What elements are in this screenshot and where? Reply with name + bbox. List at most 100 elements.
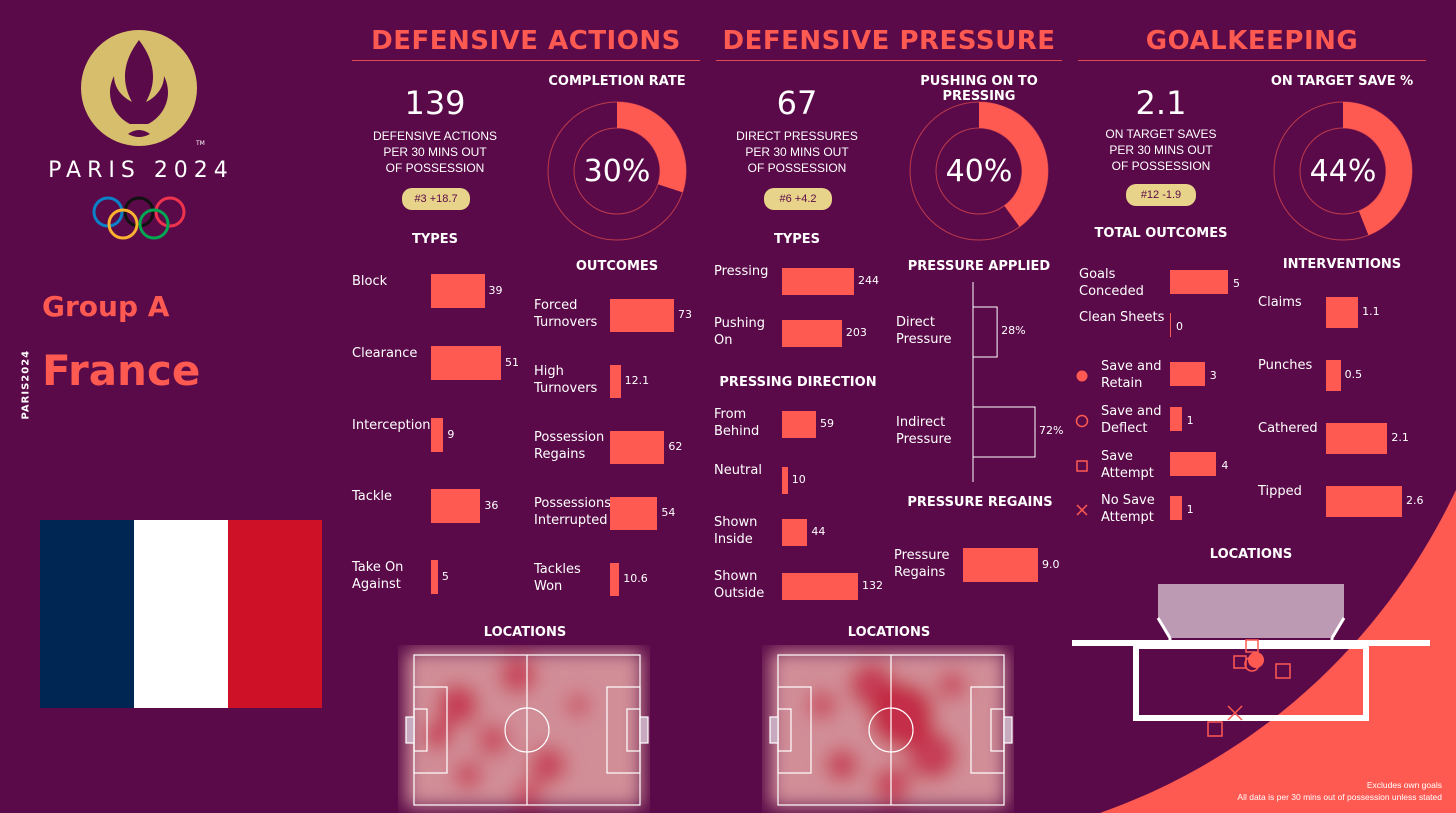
bar-category-label: Clean Sheets (1079, 310, 1165, 325)
bar-value-label: 9 (447, 428, 455, 441)
rank-badge: #3 +18.7 (402, 188, 470, 210)
shot-marker (1244, 656, 1260, 672)
rank-badge: #12 -1.9 (1126, 184, 1196, 206)
bar-value-label: 132 (862, 579, 883, 592)
bracket-bar (973, 406, 1036, 458)
bar (1170, 496, 1182, 520)
da-types-chart: Block 39 Clearance 51 Interception 9 Tackle 36 T… (352, 270, 532, 610)
defensive-pressure-caption: DIRECT PRESSURES PER 30 MINS OUT OF POSSES… (736, 129, 858, 175)
open-square-marker-icon (1076, 460, 1088, 472)
bar (963, 548, 1038, 582)
applied-title: PRESSURE APPLIED (907, 259, 1051, 274)
goal-shot-map (1072, 584, 1430, 737)
completion-title: COMPLETION RATE (548, 74, 686, 89)
dp-locations-title: LOCATIONS (847, 625, 931, 640)
bar-value-label: 3 (1209, 369, 1217, 382)
bar-category-label: Save and Retain (1101, 359, 1162, 391)
team-name: France (42, 346, 201, 395)
divider (716, 60, 1062, 61)
bar-category-label: Tackles Won (534, 562, 581, 594)
filled-circle-marker-icon (1076, 370, 1088, 382)
save-donut (1273, 101, 1413, 241)
bar (782, 572, 858, 600)
bar (1170, 452, 1217, 476)
bar-value-label: 72% (1039, 424, 1064, 437)
da-locations-title: LOCATIONS (483, 625, 567, 640)
bar-value-label: 203 (845, 326, 867, 339)
shot-marker (1275, 663, 1291, 679)
bar (1326, 485, 1402, 517)
completion-donut (547, 101, 687, 241)
bar-value-label: 59 (819, 417, 834, 430)
bar (610, 496, 658, 530)
bar (782, 466, 788, 494)
dp-heatmap (769, 651, 1013, 807)
completion-label: 30% (583, 154, 651, 189)
gk-total-chart: Goals Conceded 5 Clean Sheets 0 Save and Ret… (1074, 262, 1254, 532)
pushing-donut (909, 101, 1049, 241)
goal-net (1158, 584, 1344, 638)
bar-value-label: 36 (484, 499, 499, 512)
bar (610, 364, 621, 398)
bar-value-label: 1 (1186, 414, 1194, 427)
open-circle-marker-icon (1075, 414, 1089, 428)
regains-title: PRESSURE REGAINS (907, 495, 1053, 510)
bracket-bar (973, 306, 998, 358)
bar (431, 489, 481, 523)
bar-value-label: 4 (1221, 459, 1229, 472)
bar (782, 267, 854, 295)
dp-direction-chart: From Behind 59 Neutral 10 Shown Inside 44 Show… (714, 400, 894, 615)
bar (431, 274, 485, 308)
pitch-lines (769, 654, 1013, 806)
bar-category-label: Save and Deflect (1101, 404, 1162, 436)
bar-value-label: 1.1 (1362, 305, 1380, 318)
bar-category-label: Neutral (714, 463, 762, 478)
save-label: 44% (1309, 154, 1377, 189)
trademark: TM (196, 140, 205, 147)
cross-marker-icon (1076, 504, 1088, 516)
shot-marker (1245, 639, 1259, 653)
da-types-title: TYPES (411, 232, 459, 247)
shot-marker (1233, 655, 1247, 669)
da-heatmap (405, 651, 649, 811)
bar-category-label: Claims (1258, 295, 1302, 310)
bar-value-label: 62 (668, 440, 683, 453)
bar-category-label: Shown Outside (714, 569, 765, 601)
olympic-rings-icon (92, 196, 186, 240)
bar-category-label: Indirect Pressure (896, 415, 952, 447)
bar-value-label: 54 (661, 506, 676, 519)
bar (431, 346, 501, 380)
bar (610, 298, 674, 332)
bar (610, 562, 620, 596)
bar-category-label: Interception (352, 418, 431, 433)
bar (782, 518, 808, 546)
shot-marker (1248, 652, 1264, 668)
bar-category-label: Goals Conceded (1079, 267, 1144, 299)
bar-value-label: 10 (791, 473, 806, 486)
bar-category-label: No Save Attempt (1101, 493, 1155, 525)
bar (1326, 422, 1388, 454)
bar-value-label: 2.1 (1391, 431, 1409, 444)
bar-category-label: Shown Inside (714, 515, 758, 547)
footnotes: Excludes own goals All data is per 30 mi… (1237, 780, 1442, 802)
gk-locations-title: LOCATIONS (1209, 547, 1293, 562)
bar-value-label: 5 (1233, 277, 1240, 290)
dp-types-title: TYPES (773, 232, 821, 247)
bar-value-label: 28% (1001, 324, 1026, 337)
divider (352, 60, 700, 61)
vertical-brand: PARIS2024 (20, 349, 32, 420)
bar-value-label: 51 (505, 356, 519, 369)
defensive-actions-caption: DEFENSIVE ACTIONS PER 30 MINS OUT OF POSSE… (372, 129, 498, 175)
games-wordmark: PARIS 2024 (48, 158, 234, 183)
dp-applied-chart: Direct Pressure 28% Indirect Pressure 72% (894, 282, 1064, 487)
bar (1326, 296, 1359, 328)
pitch-lines (405, 654, 649, 806)
group-label: Group A (42, 290, 170, 323)
gk-interventions-chart: Claims 1.1 Punches 0.5 Cathered 2.1 Tipped 2.6 (1258, 290, 1438, 530)
goalkeeping-value: 2.1 (1135, 84, 1187, 122)
bar-value-label: 44 (811, 525, 826, 538)
bar-category-label: Punches (1258, 358, 1313, 373)
donut-slice (979, 102, 1048, 227)
bar-category-label: Pressing (714, 264, 769, 279)
